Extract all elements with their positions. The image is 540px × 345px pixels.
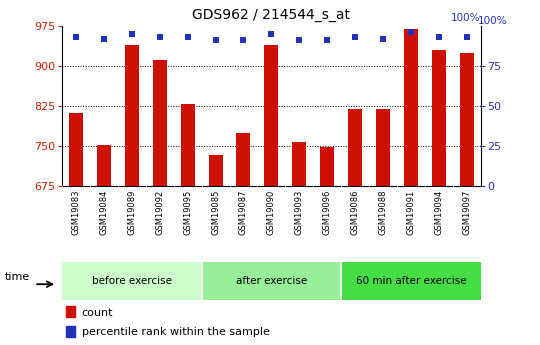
Text: GSM19088: GSM19088 xyxy=(379,189,388,235)
Bar xyxy=(320,147,334,186)
Point xyxy=(407,30,415,35)
Text: GSM19097: GSM19097 xyxy=(462,189,471,235)
Text: time: time xyxy=(5,273,30,282)
Text: GSM19094: GSM19094 xyxy=(434,189,443,235)
Point xyxy=(379,36,387,41)
Bar xyxy=(265,45,278,186)
Text: 100%: 100% xyxy=(478,16,508,26)
Text: GSM19095: GSM19095 xyxy=(183,189,192,235)
Bar xyxy=(62,262,201,300)
Point xyxy=(295,38,303,43)
Text: GSM19085: GSM19085 xyxy=(211,189,220,235)
Bar xyxy=(432,50,445,186)
Text: 100%: 100% xyxy=(451,13,481,23)
Text: GSM19092: GSM19092 xyxy=(156,189,164,235)
Bar xyxy=(208,155,222,186)
Text: GSM19086: GSM19086 xyxy=(350,189,360,235)
Bar xyxy=(348,109,362,186)
Bar xyxy=(66,306,76,317)
Bar xyxy=(201,262,341,300)
Text: GSM19084: GSM19084 xyxy=(99,189,109,235)
Text: before exercise: before exercise xyxy=(92,276,172,286)
Text: count: count xyxy=(82,308,113,318)
Bar xyxy=(292,142,306,186)
Text: GSM19090: GSM19090 xyxy=(267,189,276,235)
Text: GSM19089: GSM19089 xyxy=(127,189,136,235)
Point xyxy=(239,38,248,43)
Bar xyxy=(66,326,76,337)
Text: 60 min after exercise: 60 min after exercise xyxy=(355,276,466,286)
Bar xyxy=(460,52,474,186)
Bar xyxy=(153,60,167,186)
Bar xyxy=(404,29,418,186)
Text: GSM19096: GSM19096 xyxy=(323,189,332,235)
Text: after exercise: after exercise xyxy=(236,276,307,286)
Bar xyxy=(125,45,139,186)
Point xyxy=(99,36,108,41)
Point xyxy=(211,38,220,43)
Bar xyxy=(341,262,481,300)
Point xyxy=(72,34,80,40)
Bar xyxy=(376,109,390,186)
Title: GDS962 / 214544_s_at: GDS962 / 214544_s_at xyxy=(192,8,350,22)
Text: GSM19083: GSM19083 xyxy=(71,189,80,235)
Text: GSM19087: GSM19087 xyxy=(239,189,248,235)
Point xyxy=(462,34,471,40)
Point xyxy=(351,34,360,40)
Point xyxy=(183,34,192,40)
Bar xyxy=(237,133,251,186)
Bar xyxy=(97,145,111,186)
Point xyxy=(127,31,136,37)
Bar xyxy=(181,105,194,186)
Point xyxy=(267,31,275,37)
Text: GSM19093: GSM19093 xyxy=(295,189,303,235)
Text: percentile rank within the sample: percentile rank within the sample xyxy=(82,327,269,337)
Bar xyxy=(69,113,83,186)
Point xyxy=(323,38,332,43)
Text: GSM19091: GSM19091 xyxy=(406,189,415,235)
Point xyxy=(156,34,164,40)
Point xyxy=(434,34,443,40)
